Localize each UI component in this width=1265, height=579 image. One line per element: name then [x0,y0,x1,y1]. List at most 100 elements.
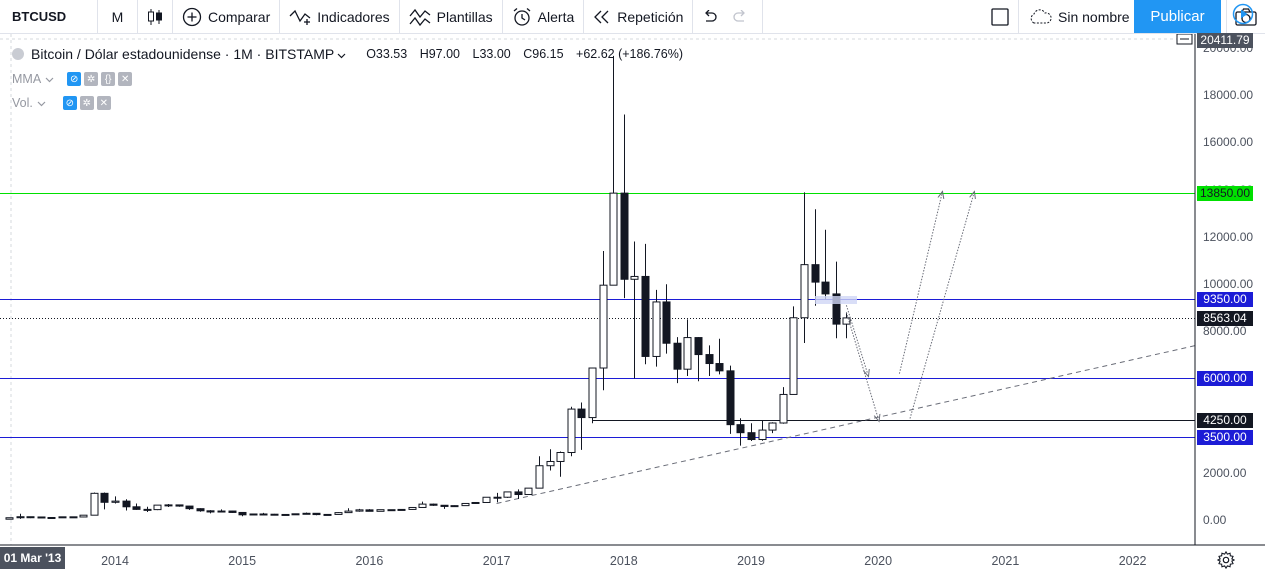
symbol-search-button[interactable]: BTCUSD [0,0,98,34]
chevron-down-icon[interactable] [37,96,46,110]
candle [387,509,396,512]
interval-button[interactable]: M [98,0,138,34]
trendline[interactable] [496,344,1197,504]
candle-body [588,367,597,419]
candle [90,492,99,516]
time-axis-current-label: 01 Mar '13 [0,547,65,569]
chart-style-button[interactable] [138,0,173,34]
candle [524,487,533,496]
redo-button[interactable] [725,0,764,34]
candle-body [291,513,300,516]
braces-icon[interactable]: {} [101,72,116,86]
time-tick: 2019 [737,554,765,568]
templates-button[interactable]: Plantillas [400,0,503,34]
candle-body [58,516,67,519]
candle [79,514,88,518]
square-icon [990,7,1009,26]
chevron-down-icon[interactable] [45,72,54,86]
candle [779,387,788,424]
candle-body [842,317,851,325]
candle [206,510,215,514]
layout-name-button[interactable]: Sin nombre [1019,0,1152,34]
candle-body [789,317,798,395]
replay-button[interactable]: Repetición [584,0,694,34]
candle-body [609,192,618,286]
candle-body [620,192,629,280]
cloud-icon [1028,8,1052,25]
candle [800,192,809,343]
projection-arrow[interactable] [898,194,941,374]
candle-body [673,342,682,370]
candle [100,492,109,510]
gear-icon[interactable]: ✲ [84,72,99,86]
candle [789,306,798,395]
candle-body [652,301,661,357]
candle-body [259,513,268,516]
candle [609,55,618,286]
candle [217,509,226,513]
candle [694,337,703,382]
level-label: 6000.00 [1197,371,1253,386]
gear-icon[interactable] [1216,550,1236,574]
candle-body [482,496,491,503]
candle-body [26,516,35,519]
candle-body [376,509,385,512]
candle [259,512,268,516]
gear-icon[interactable]: ✲ [79,96,94,110]
eye-off-icon[interactable]: ⊘ [67,72,82,86]
candle-body [747,432,756,441]
candle [185,505,194,510]
projection-arrow[interactable] [909,194,974,419]
ohlc-open: O33.53 [366,47,408,61]
undo-button[interactable] [693,0,725,34]
candle-body [630,275,639,280]
chart-canvas[interactable] [0,34,1265,579]
candle [641,243,650,365]
candle [503,491,512,498]
candle [397,508,406,511]
indicator-row-volume[interactable]: Vol. ⊘ ✲ ✕ [12,96,111,110]
price-tick: 2000.00 [1203,465,1247,480]
candle [450,505,459,508]
candle [408,506,417,510]
interval-label: M [111,8,124,25]
candle [620,114,629,299]
candle-body [705,354,714,365]
snapshot-button[interactable] [1227,0,1265,34]
chevron-down-icon[interactable] [337,46,346,62]
candle [577,402,586,450]
eye-off-icon[interactable]: ⊘ [62,96,77,110]
candle [153,504,162,511]
candle-body [535,465,544,489]
play-button[interactable] [1221,0,1265,33]
projection-arrow[interactable] [845,305,867,373]
indicator-row-mma[interactable]: MMA ⊘ ✲ {} ✕ [12,72,133,86]
indicators-button[interactable]: Indicadores [280,0,400,34]
candle [228,510,237,513]
price-tick: 8000.00 [1203,324,1247,339]
alert-button[interactable]: Alerta [503,0,585,34]
highlight-box [815,296,857,304]
candle [673,337,682,384]
candle-body [514,491,523,496]
level-label: 13850.00 [1197,186,1253,201]
candle-body [821,281,830,295]
price-tick: 0.00 [1203,513,1227,527]
compare-button[interactable]: Comparar [173,0,281,34]
indicator-name: Vol. [12,96,33,110]
candle [821,229,830,300]
replay-label: Repetición [617,8,684,25]
fullscreen-square-button[interactable] [981,0,1019,34]
price-axis-top-label: 20411.79 [1197,33,1253,48]
close-icon[interactable]: ✕ [96,96,111,110]
projection-arrow[interactable] [845,312,878,418]
candle-body [683,337,692,370]
legend-title[interactable]: Bitcoin / Dólar estadounidense · 1M · BI… [31,46,335,62]
time-tick: 2016 [355,554,384,568]
publish-button[interactable]: Publicar [1134,0,1221,33]
candle-body [355,509,364,512]
candle-body [768,422,777,431]
price-tick: 12000.00 [1203,229,1254,244]
candle-body [546,460,555,467]
close-icon[interactable]: ✕ [118,72,133,86]
